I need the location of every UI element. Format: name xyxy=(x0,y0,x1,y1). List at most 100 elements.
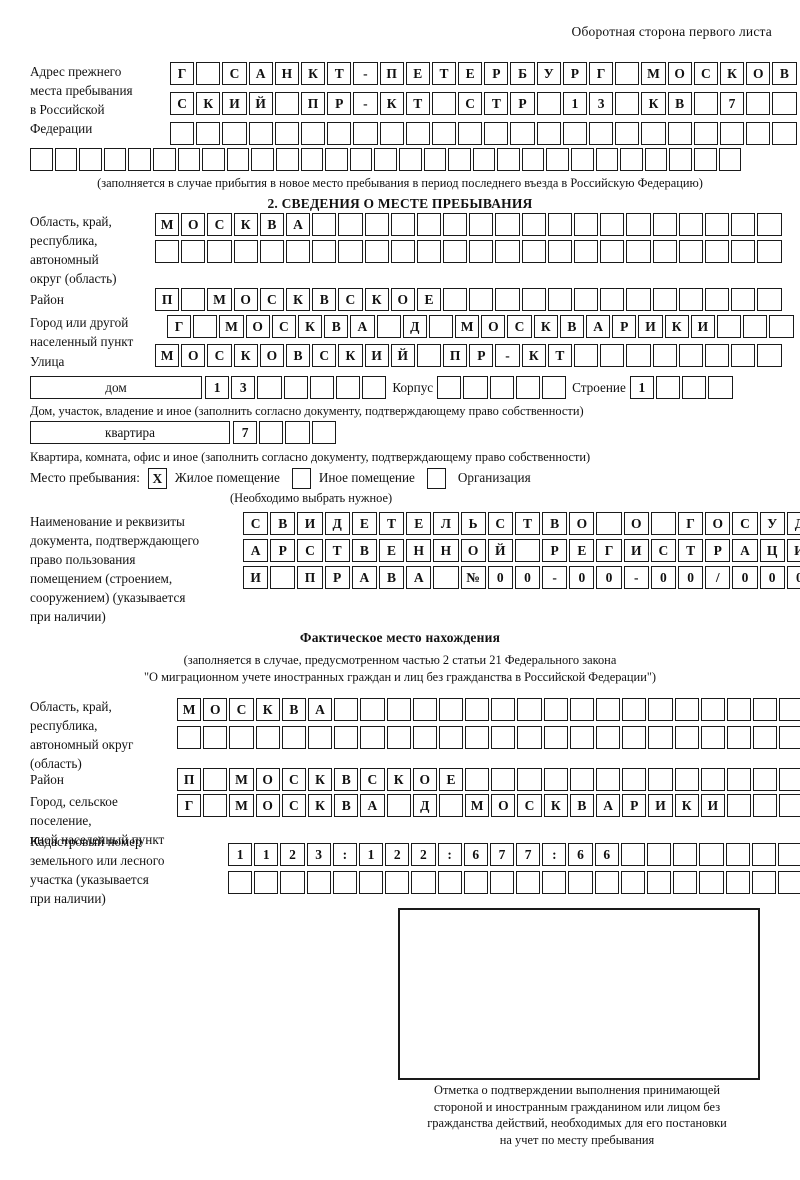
char-cell[interactable]: К xyxy=(297,315,323,338)
char-cell[interactable] xyxy=(779,794,800,817)
char-cell[interactable] xyxy=(203,794,228,817)
char-cell[interactable]: Р xyxy=(705,539,731,562)
char-cell[interactable] xyxy=(615,62,640,85)
char-cell[interactable] xyxy=(196,62,221,85)
char-cell[interactable] xyxy=(433,566,459,589)
char-cell[interactable]: Р xyxy=(324,566,350,589)
char-cell[interactable]: В xyxy=(542,512,568,535)
char-cell[interactable]: С xyxy=(693,62,718,85)
char-cell[interactable] xyxy=(281,726,306,749)
char-cell[interactable] xyxy=(574,288,599,311)
char-cell[interactable]: Н xyxy=(433,539,459,562)
checkbox-inoe[interactable] xyxy=(291,468,311,489)
char-cell[interactable]: С xyxy=(207,344,232,367)
char-cell[interactable]: О xyxy=(746,62,771,85)
char-cell[interactable] xyxy=(364,240,389,263)
char-cell[interactable]: Й xyxy=(390,344,415,367)
char-cell[interactable] xyxy=(405,122,430,145)
char-cell[interactable]: П xyxy=(297,566,323,589)
char-cell[interactable] xyxy=(79,148,102,171)
char-cell[interactable]: Д xyxy=(786,512,800,535)
char-cell[interactable] xyxy=(726,726,752,749)
char-cell[interactable] xyxy=(309,376,334,399)
char-cell[interactable] xyxy=(725,843,750,866)
char-cell[interactable]: Т xyxy=(378,512,405,535)
char-cell[interactable] xyxy=(700,698,725,721)
char-cell[interactable]: Т xyxy=(405,92,430,115)
char-cell[interactable]: Г xyxy=(177,794,202,817)
char-cell[interactable]: Т xyxy=(324,539,350,562)
char-cell[interactable]: 2 xyxy=(280,843,305,866)
char-cell[interactable]: К xyxy=(285,288,311,311)
stroenie-cells[interactable]: 1 xyxy=(629,376,735,399)
char-cell[interactable]: Т xyxy=(547,344,572,367)
char-cell[interactable]: Р xyxy=(469,344,494,367)
char-cell[interactable] xyxy=(547,213,572,236)
char-cell[interactable]: А xyxy=(243,539,269,562)
char-cell[interactable] xyxy=(379,122,404,145)
char-cell[interactable]: О xyxy=(255,768,280,791)
char-cell[interactable]: М xyxy=(465,794,490,817)
char-cell[interactable]: О xyxy=(255,794,280,817)
char-cell[interactable] xyxy=(652,213,677,236)
char-cell[interactable] xyxy=(543,726,568,749)
char-cell[interactable]: О xyxy=(233,288,258,311)
cadastral-row-2[interactable] xyxy=(228,871,800,894)
checkbox-zhiloe[interactable]: X xyxy=(147,468,167,489)
char-cell[interactable]: М xyxy=(455,315,480,338)
char-cell[interactable] xyxy=(731,288,756,311)
char-cell[interactable] xyxy=(300,148,324,171)
char-cell[interactable]: И xyxy=(690,315,715,338)
char-cell[interactable]: О xyxy=(390,288,415,311)
char-cell[interactable]: - xyxy=(353,92,378,115)
char-cell[interactable]: У xyxy=(759,512,785,535)
char-cell[interactable]: К xyxy=(233,213,258,236)
char-cell[interactable] xyxy=(693,122,718,145)
char-cell[interactable] xyxy=(443,213,468,236)
char-cell[interactable]: С xyxy=(207,213,232,236)
char-cell[interactable]: В xyxy=(312,288,337,311)
char-cell[interactable] xyxy=(283,376,308,399)
char-cell[interactable] xyxy=(358,871,384,894)
char-cell[interactable]: Т xyxy=(431,62,457,85)
char-cell[interactable]: И xyxy=(700,794,725,817)
char-cell[interactable]: О xyxy=(259,344,284,367)
char-cell[interactable]: И xyxy=(648,794,673,817)
char-cell[interactable]: А xyxy=(285,213,311,236)
char-cell[interactable]: И xyxy=(297,512,323,535)
char-cell[interactable]: Т xyxy=(678,539,704,562)
char-cell[interactable]: О xyxy=(569,512,595,535)
char-cell[interactable] xyxy=(626,240,651,263)
char-cell[interactable]: В xyxy=(334,794,359,817)
char-cell[interactable] xyxy=(574,213,599,236)
char-cell[interactable]: А xyxy=(406,566,432,589)
char-cell[interactable] xyxy=(306,871,331,894)
char-cell[interactable]: В xyxy=(378,566,405,589)
char-cell[interactable]: Р xyxy=(270,539,296,562)
char-cell[interactable] xyxy=(716,315,742,338)
char-cell[interactable]: В xyxy=(559,315,584,338)
char-cell[interactable]: Е xyxy=(569,539,595,562)
char-cell[interactable] xyxy=(779,768,800,791)
char-cell[interactable]: Н xyxy=(406,539,432,562)
char-cell[interactable] xyxy=(495,288,520,311)
char-cell[interactable] xyxy=(708,376,733,399)
char-cell[interactable] xyxy=(626,213,651,236)
char-cell[interactable]: М xyxy=(229,768,254,791)
char-cell[interactable]: К xyxy=(196,92,221,115)
char-cell[interactable] xyxy=(725,871,750,894)
char-cell[interactable] xyxy=(678,288,703,311)
char-cell[interactable] xyxy=(360,698,385,721)
char-cell[interactable] xyxy=(251,148,274,171)
char-cell[interactable]: Р xyxy=(510,92,535,115)
char-cell[interactable] xyxy=(650,512,676,535)
char-cell[interactable] xyxy=(514,539,541,562)
char-cell[interactable]: С xyxy=(281,794,306,817)
char-cell[interactable] xyxy=(30,148,53,171)
char-cell[interactable] xyxy=(674,768,699,791)
char-cell[interactable]: Г xyxy=(167,315,192,338)
char-cell[interactable]: И xyxy=(638,315,663,338)
